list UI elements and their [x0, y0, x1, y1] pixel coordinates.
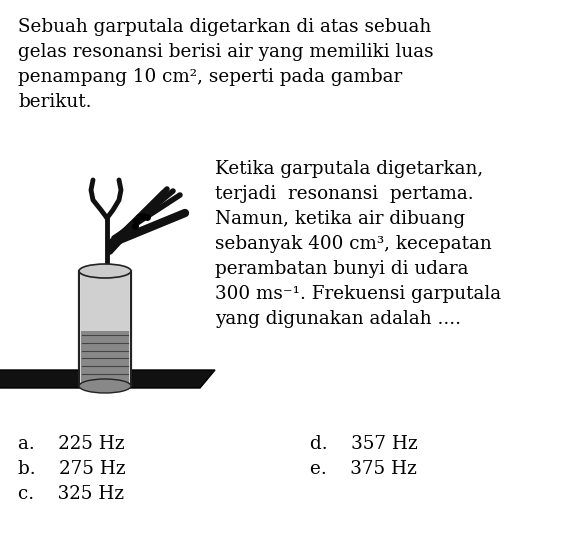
Ellipse shape [79, 264, 131, 278]
Bar [81, 273, 129, 331]
Text: d.    357 Hz: d. 357 Hz [310, 435, 418, 453]
Text: berikut.: berikut. [18, 93, 91, 111]
Text: b.    275 Hz: b. 275 Hz [18, 460, 125, 478]
Text: terjadi  resonansi  pertama.: terjadi resonansi pertama. [215, 185, 474, 203]
Text: gelas resonansi berisi air yang memiliki luas: gelas resonansi berisi air yang memiliki… [18, 43, 433, 61]
Text: Sebuah garputala digetarkan di atas sebuah: Sebuah garputala digetarkan di atas sebu… [18, 18, 431, 36]
Text: Ketika garputala digetarkan,: Ketika garputala digetarkan, [215, 160, 483, 178]
Text: a.    225 Hz: a. 225 Hz [18, 435, 124, 453]
Text: perambatan bunyi di udara: perambatan bunyi di udara [215, 260, 468, 278]
Text: c.    325 Hz: c. 325 Hz [18, 485, 124, 503]
Text: Namun, ketika air dibuang: Namun, ketika air dibuang [215, 210, 465, 228]
Text: sebanyak 400 cm³, kecepatan: sebanyak 400 cm³, kecepatan [215, 235, 492, 253]
Text: yang digunakan adalah ....: yang digunakan adalah .... [215, 310, 461, 328]
Text: penampang 10 cm², seperti pada gambar: penampang 10 cm², seperti pada gambar [18, 68, 402, 86]
Text: e.    375 Hz: e. 375 Hz [310, 460, 417, 478]
Text: 300 ms⁻¹. Frekuensi garputala: 300 ms⁻¹. Frekuensi garputala [215, 285, 501, 303]
Ellipse shape [79, 379, 131, 393]
Bar [81, 331, 129, 386]
Bar [79, 271, 131, 386]
Polygon shape [0, 370, 215, 388]
